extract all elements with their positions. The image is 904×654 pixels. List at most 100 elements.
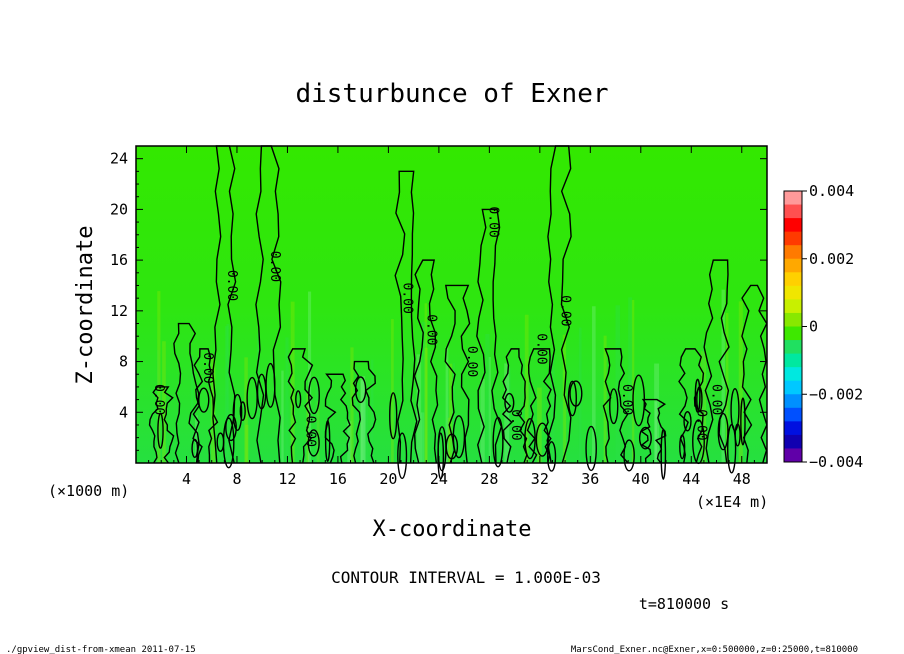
- contour-loop: [730, 388, 740, 432]
- colorbar-swatch: [784, 340, 802, 355]
- colorbar-swatch: [784, 421, 802, 436]
- colorbar-swatch: [784, 367, 802, 382]
- field-streak: [157, 291, 161, 463]
- contour-label: 0.00: [533, 333, 548, 364]
- contour-loop: [295, 390, 302, 409]
- field-streak: [448, 363, 453, 463]
- field-streak: [245, 424, 249, 463]
- y-tick-label: 12: [110, 302, 128, 320]
- x-tick-label: 12: [278, 470, 296, 488]
- x-axis-label: X-coordinate: [373, 517, 532, 542]
- contour-loop: [740, 397, 746, 446]
- contour-line: [173, 322, 200, 464]
- field-streak: [421, 321, 426, 463]
- y-tick-label: 16: [110, 251, 128, 269]
- field-streak: [738, 301, 743, 463]
- colorbar: 0.004 0.002 0 −0.002 −0.004: [783, 182, 863, 471]
- contour-loop: [308, 376, 320, 415]
- contour-loop: [717, 412, 729, 451]
- field-streak: [391, 319, 394, 463]
- contour-loop: [585, 425, 597, 472]
- contour-label: 0.00: [224, 270, 239, 301]
- colorbar-swatch: [784, 272, 802, 287]
- x-tick-label: 8: [232, 470, 241, 488]
- contour-label: 0.00: [464, 346, 479, 377]
- contour-loop: [198, 387, 210, 413]
- field-streak: [226, 323, 230, 463]
- field-streak: [654, 363, 660, 463]
- contour-loop: [694, 378, 701, 413]
- contour-label: 0.00: [709, 384, 724, 415]
- field-streak: [424, 347, 428, 463]
- field-streak: [631, 299, 635, 463]
- chart-title: disturbunce of Exner: [295, 79, 608, 109]
- contour-loop: [535, 422, 549, 457]
- field-streak: [628, 297, 633, 463]
- field-streak: [560, 401, 564, 463]
- field-streak: [315, 376, 320, 463]
- colorbar-label: 0: [809, 318, 818, 336]
- field-streak: [424, 303, 427, 463]
- contour-loop: [239, 401, 246, 421]
- contour-loop: [492, 416, 504, 468]
- y-tick-label: 24: [110, 150, 128, 168]
- colorbar-label: −0.002: [809, 385, 863, 403]
- colorbar-swatch: [784, 434, 802, 449]
- contour-label: 0.00: [200, 352, 215, 383]
- x-tick-label: 28: [480, 470, 498, 488]
- colorbar-swatch: [784, 285, 802, 300]
- contour-interval: CONTOUR INTERVAL = 1.000E-03: [331, 568, 601, 587]
- colorbar-swatch: [784, 204, 802, 219]
- x-tick-label: 24: [430, 470, 448, 488]
- field-streak: [281, 370, 284, 463]
- contour-line: [602, 348, 629, 464]
- contour-loop: [696, 386, 703, 413]
- x-tick-label: 40: [632, 470, 650, 488]
- field-streak: [225, 326, 229, 463]
- contour-line: [192, 348, 219, 464]
- contour-label: 0.00: [151, 384, 166, 415]
- contour-loop: [157, 412, 164, 449]
- colorbar-swatch: [784, 394, 802, 409]
- contour-loop: [638, 426, 652, 450]
- field-streak: [416, 354, 422, 463]
- field-streak: [488, 356, 491, 463]
- contour-line: [287, 348, 314, 464]
- contour-line: [501, 348, 528, 464]
- contour-label: 0.00: [508, 409, 523, 440]
- colorbar-swatch: [784, 312, 802, 327]
- field-streak: [308, 291, 312, 463]
- field-streak: [156, 350, 160, 463]
- contour-line: [148, 386, 175, 464]
- colorbar-swatch: [784, 231, 802, 246]
- colorbar-swatch: [784, 191, 802, 206]
- colorbar-label: −0.004: [809, 453, 863, 471]
- y-axis: 4 8 12 16 20 24: [110, 150, 767, 451]
- colorbar-swatch: [784, 218, 802, 233]
- field-streak: [191, 355, 194, 463]
- colorbar-swatch: [784, 380, 802, 395]
- field-streak: [244, 357, 248, 463]
- contour-label: 0.00: [619, 384, 634, 415]
- x-tick-label: 4: [182, 470, 191, 488]
- colorbar-swatch: [784, 353, 802, 368]
- colorbar-label: 0.004: [809, 182, 854, 200]
- field-streak: [355, 366, 358, 463]
- field-streak: [702, 341, 705, 463]
- y-tick-label: 4: [119, 403, 128, 421]
- field-streak: [363, 394, 369, 463]
- field-streak: [257, 333, 261, 463]
- field-streak: [592, 306, 596, 463]
- contour-loop: [546, 441, 557, 472]
- contour-label: 0.00: [400, 283, 415, 314]
- time-label: t=810000 s: [639, 595, 729, 613]
- y-axis-label: Z-coordinate: [73, 226, 98, 385]
- x-tick-label: 32: [531, 470, 549, 488]
- contour-loop: [307, 429, 320, 457]
- contour-loop: [265, 362, 276, 408]
- field-streak: [701, 351, 706, 463]
- field-streak: [350, 347, 354, 463]
- contour-line: [444, 284, 471, 464]
- contour-loop: [632, 374, 646, 427]
- field-streak: [362, 392, 366, 463]
